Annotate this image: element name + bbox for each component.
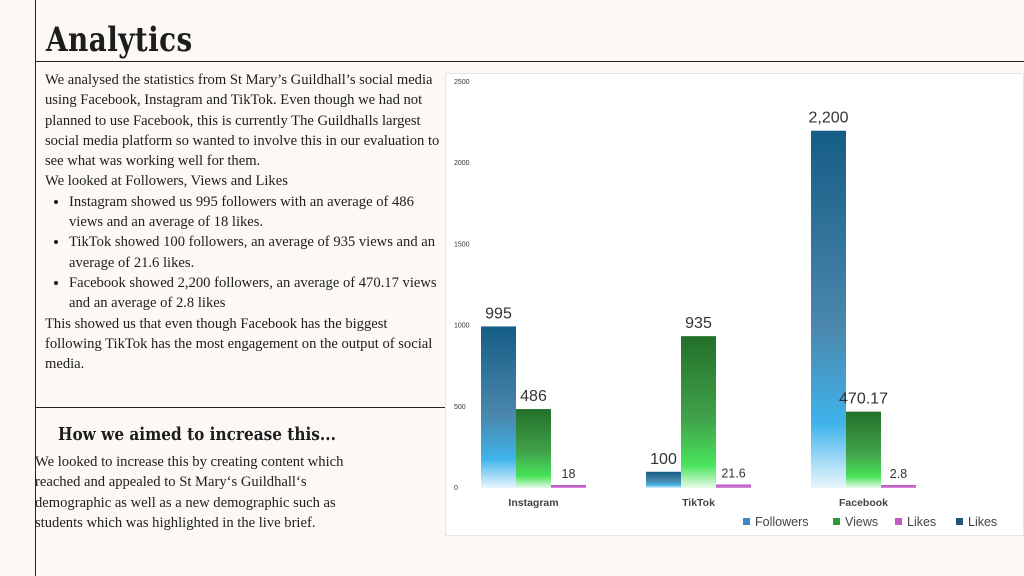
section-divider-line — [35, 407, 445, 408]
bar-followers-facebook — [811, 130, 846, 488]
bar-views-tiktok — [681, 336, 716, 488]
bar-views-instagram — [516, 409, 551, 488]
bar-likes-facebook — [881, 485, 916, 488]
page-title: Analytics — [46, 20, 193, 60]
left-divider-line — [35, 0, 36, 576]
y-tick-label: 2500 — [454, 79, 470, 86]
legend-swatch — [833, 518, 840, 525]
data-label: 21.6 — [721, 466, 745, 480]
y-tick-label: 2000 — [454, 160, 470, 167]
conclusion-paragraph: This showed us that even though Facebook… — [45, 315, 433, 373]
list-item: Instagram showed us 995 followers with a… — [69, 192, 445, 233]
bar-followers-instagram — [481, 326, 516, 488]
x-axis: Instagram TikTok Facebook — [508, 497, 888, 509]
data-label: 486 — [520, 388, 547, 405]
legend-label: Likes — [907, 515, 936, 529]
looked-at-line: We looked at Followers, Views and Likes — [45, 173, 288, 190]
legend-label: Views — [845, 515, 878, 529]
data-label: 995 — [485, 305, 512, 322]
data-label: 935 — [685, 315, 712, 332]
x-tick-label: Instagram — [508, 497, 558, 509]
legend-label: Followers — [755, 515, 809, 529]
legend-swatch — [743, 518, 750, 525]
x-tick-label: Facebook — [839, 497, 888, 509]
y-tick-label: 0 — [454, 485, 458, 492]
bar-chart: 0 500 1000 1500 2000 2500 995 486 18 100 935 21.6 2… — [454, 79, 997, 529]
bar-likes-instagram — [551, 485, 586, 488]
legend-swatch — [895, 518, 902, 525]
data-label: 100 — [650, 451, 677, 468]
data-label: 18 — [562, 467, 576, 481]
bars-group: 995 486 18 100 935 21.6 2,200 470.17 2.8 — [481, 110, 916, 488]
header-divider-line — [35, 61, 1024, 62]
bar-views-facebook — [846, 411, 881, 488]
y-tick-label: 1500 — [454, 241, 470, 248]
increase-paragraph: We looked to increase this by creating c… — [35, 454, 344, 531]
y-tick-label: 1000 — [454, 323, 470, 330]
legend-swatch — [956, 518, 963, 525]
legend-label: Likes — [968, 515, 997, 529]
section-subheading: How we aimed to increase this... — [58, 424, 336, 445]
y-tick-label: 500 — [454, 404, 466, 411]
chart-panel: 0 500 1000 1500 2000 2500 995 486 18 100 935 21.6 2… — [445, 73, 1024, 536]
data-label: 470.17 — [839, 391, 888, 408]
legend: Followers Views Likes Likes — [743, 515, 997, 529]
list-item: TikTok showed 100 followers, an average … — [69, 232, 445, 273]
data-label: 2,200 — [808, 110, 848, 127]
y-axis: 0 500 1000 1500 2000 2500 — [454, 79, 470, 492]
analysis-text-block: We analysed the statistics from St Mary’… — [45, 70, 445, 374]
list-item: Facebook showed 2,200 followers, an aver… — [69, 273, 445, 314]
bar-likes-tiktok — [716, 484, 751, 488]
intro-paragraph: We analysed the statistics from St Mary’… — [45, 72, 440, 170]
bar-followers-tiktok — [646, 471, 681, 488]
x-tick-label: TikTok — [682, 497, 715, 509]
data-label: 2.8 — [890, 467, 907, 481]
stats-list: Instagram showed us 995 followers with a… — [45, 192, 445, 314]
